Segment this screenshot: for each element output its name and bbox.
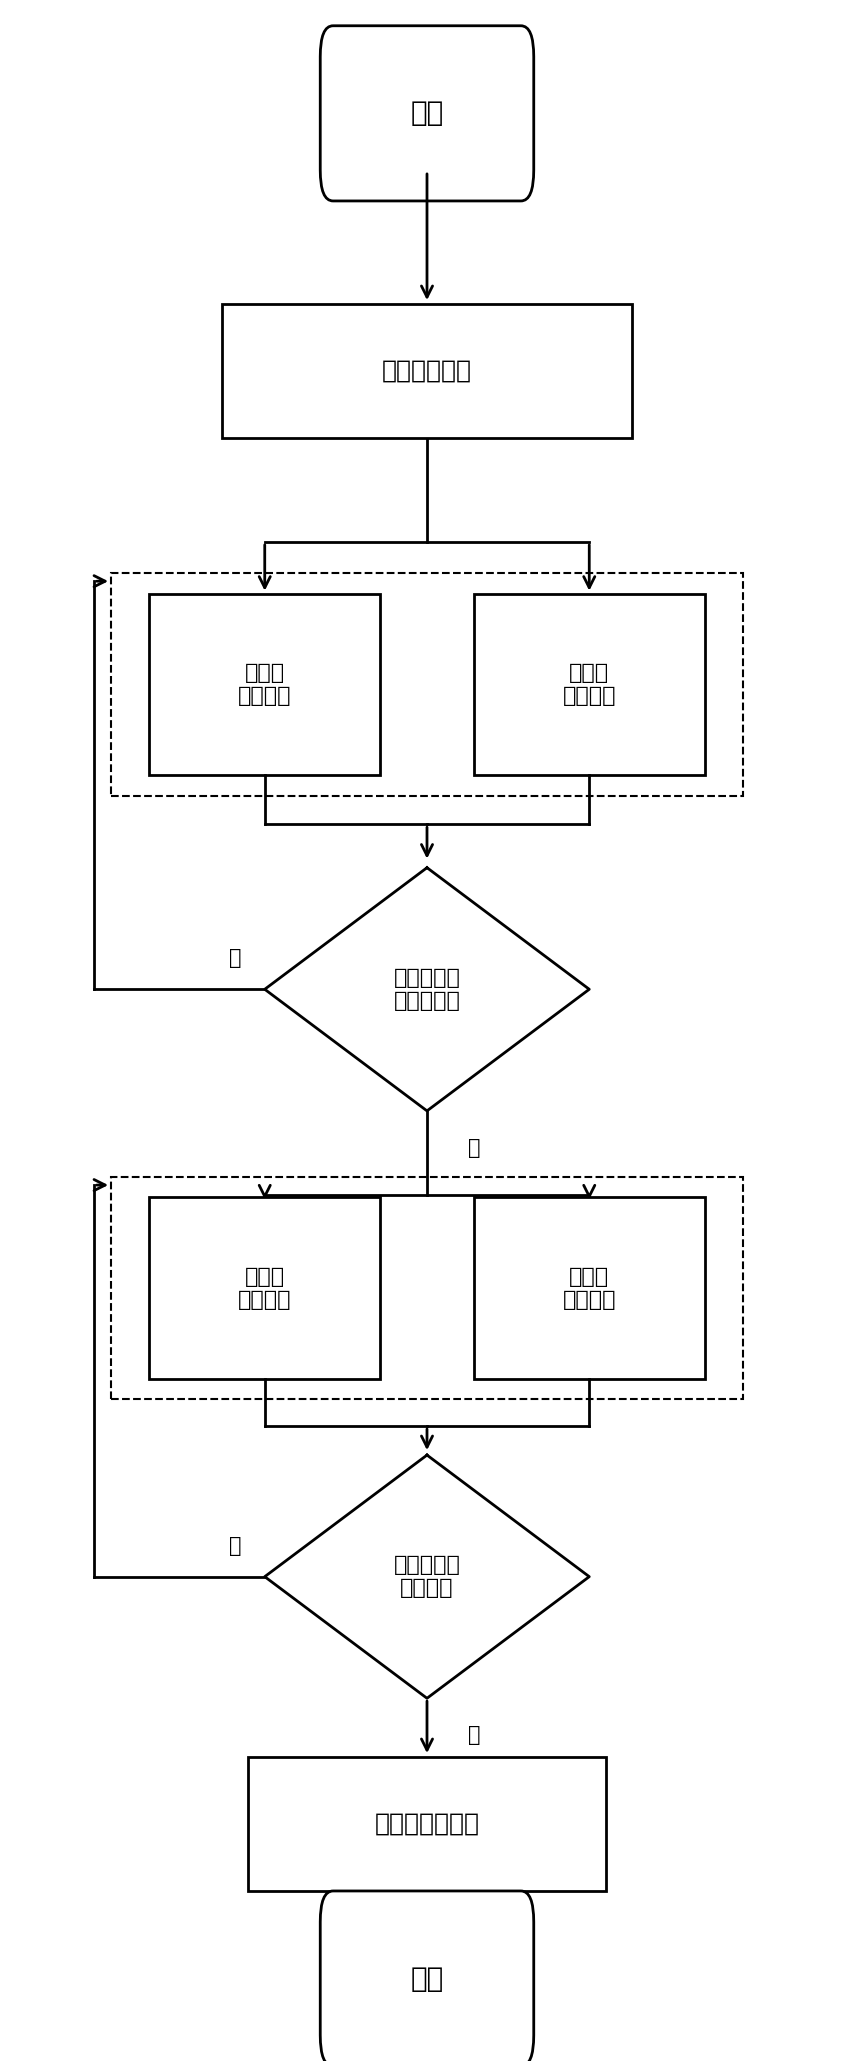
Text: 否: 否 — [229, 1535, 241, 1556]
Bar — [111, 573, 742, 796]
FancyBboxPatch shape — [320, 27, 533, 202]
Text: 传感器
扫描检测: 传感器 扫描检测 — [562, 664, 615, 705]
Bar — [111, 1177, 742, 1399]
Polygon shape — [264, 1455, 589, 1698]
Bar — [247, 1756, 606, 1892]
Bar — [149, 594, 380, 775]
FancyBboxPatch shape — [320, 1892, 533, 2061]
Text: 到达焊缝起
始点外侧？: 到达焊缝起 始点外侧？ — [393, 969, 460, 1010]
Text: 机器人
正向运动: 机器人 正向运动 — [238, 664, 291, 705]
Text: 机器人
反向运动: 机器人 反向运动 — [238, 1268, 291, 1309]
Text: 开始: 开始 — [410, 99, 443, 128]
Text: 结束: 结束 — [410, 1964, 443, 1993]
Text: 检测到起始
点位置？: 检测到起始 点位置？ — [393, 1556, 460, 1597]
Bar — [473, 1197, 704, 1379]
Text: 是: 是 — [467, 1725, 479, 1746]
Bar — [149, 1197, 380, 1379]
Text: 开始检测位置: 开始检测位置 — [381, 359, 472, 383]
Bar — [473, 594, 704, 775]
Polygon shape — [264, 868, 589, 1111]
Text: 否: 否 — [229, 948, 241, 969]
Bar — [222, 303, 631, 439]
Text: 传感器
扫描检测: 传感器 扫描检测 — [562, 1268, 615, 1309]
Text: 是: 是 — [467, 1138, 479, 1158]
Text: 输出起始点位置: 输出起始点位置 — [374, 1812, 479, 1836]
